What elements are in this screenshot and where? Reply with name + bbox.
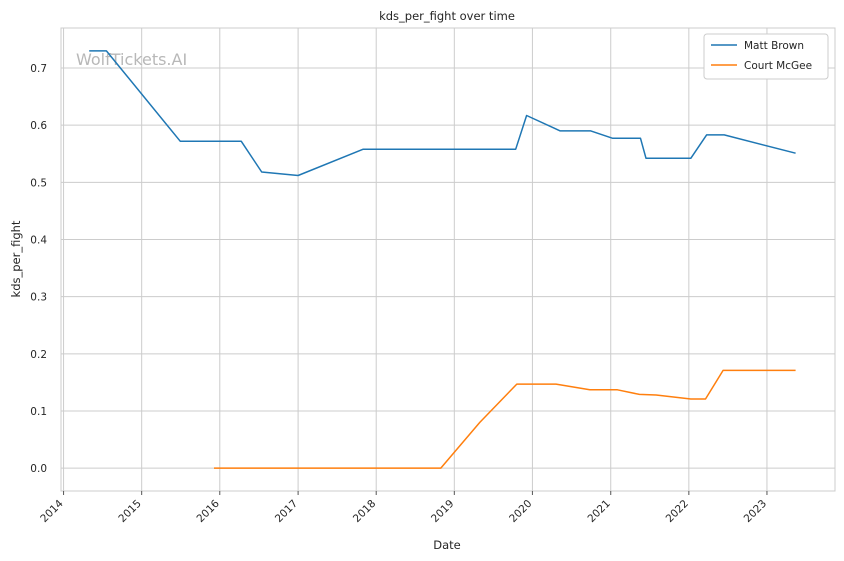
y-axis-ticks: 0.0 0.1 0.2 0.3 0.4 0.5 0.6 0.7 — [30, 63, 47, 475]
x-tick-label: 2017 — [273, 498, 300, 525]
legend-label-matt-brown: Matt Brown — [744, 40, 804, 52]
chart-title: kds_per_fight over time — [379, 9, 515, 23]
x-axis-ticks: 2014 2015 2016 2017 2018 2019 2020 2021 2022 2023 — [38, 491, 769, 525]
x-tick-label: 2023 — [742, 498, 769, 525]
y-tick-label: 0.0 — [30, 463, 47, 475]
legend-label-court-mcgee: Court McGee — [744, 60, 812, 72]
y-axis-label: kds_per_fight — [9, 220, 23, 297]
x-tick-label: 2020 — [507, 498, 534, 525]
plot-frame — [60, 27, 836, 492]
y-tick-label: 0.4 — [30, 234, 47, 246]
x-tick-label: 2019 — [429, 498, 456, 525]
y-tick-label: 0.2 — [30, 349, 47, 361]
watermark-text: WolfTickets.AI — [76, 50, 187, 69]
x-tick-label: 2015 — [116, 498, 143, 525]
x-axis-label: Date — [433, 538, 461, 552]
x-tick-label: 2021 — [585, 498, 612, 525]
x-tick-label: 2014 — [38, 497, 66, 525]
x-tick-label: 2018 — [351, 498, 378, 525]
series-layer — [89, 50, 796, 469]
y-tick-label: 0.1 — [30, 406, 47, 418]
grid-lines — [61, 28, 835, 491]
series-line-court-mcgee — [214, 369, 796, 469]
y-tick-label: 0.5 — [30, 177, 47, 189]
y-tick-label: 0.7 — [30, 63, 47, 75]
y-tick-label: 0.3 — [30, 292, 47, 304]
legend: Matt Brown Court McGee — [703, 33, 829, 80]
x-tick-label: 2022 — [664, 498, 691, 525]
series-line-matt-brown — [89, 50, 796, 177]
y-tick-label: 0.6 — [30, 120, 47, 132]
x-tick-label: 2016 — [195, 497, 223, 525]
